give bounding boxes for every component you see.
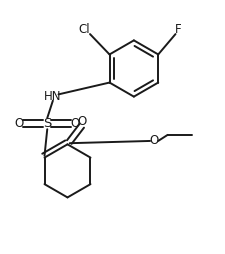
Text: S: S (43, 117, 52, 130)
Text: Cl: Cl (79, 23, 90, 36)
Text: O: O (14, 117, 24, 130)
Text: O: O (149, 134, 159, 148)
Text: HN: HN (44, 90, 62, 103)
Text: O: O (71, 117, 80, 130)
Text: F: F (174, 23, 181, 36)
Text: O: O (77, 115, 87, 128)
